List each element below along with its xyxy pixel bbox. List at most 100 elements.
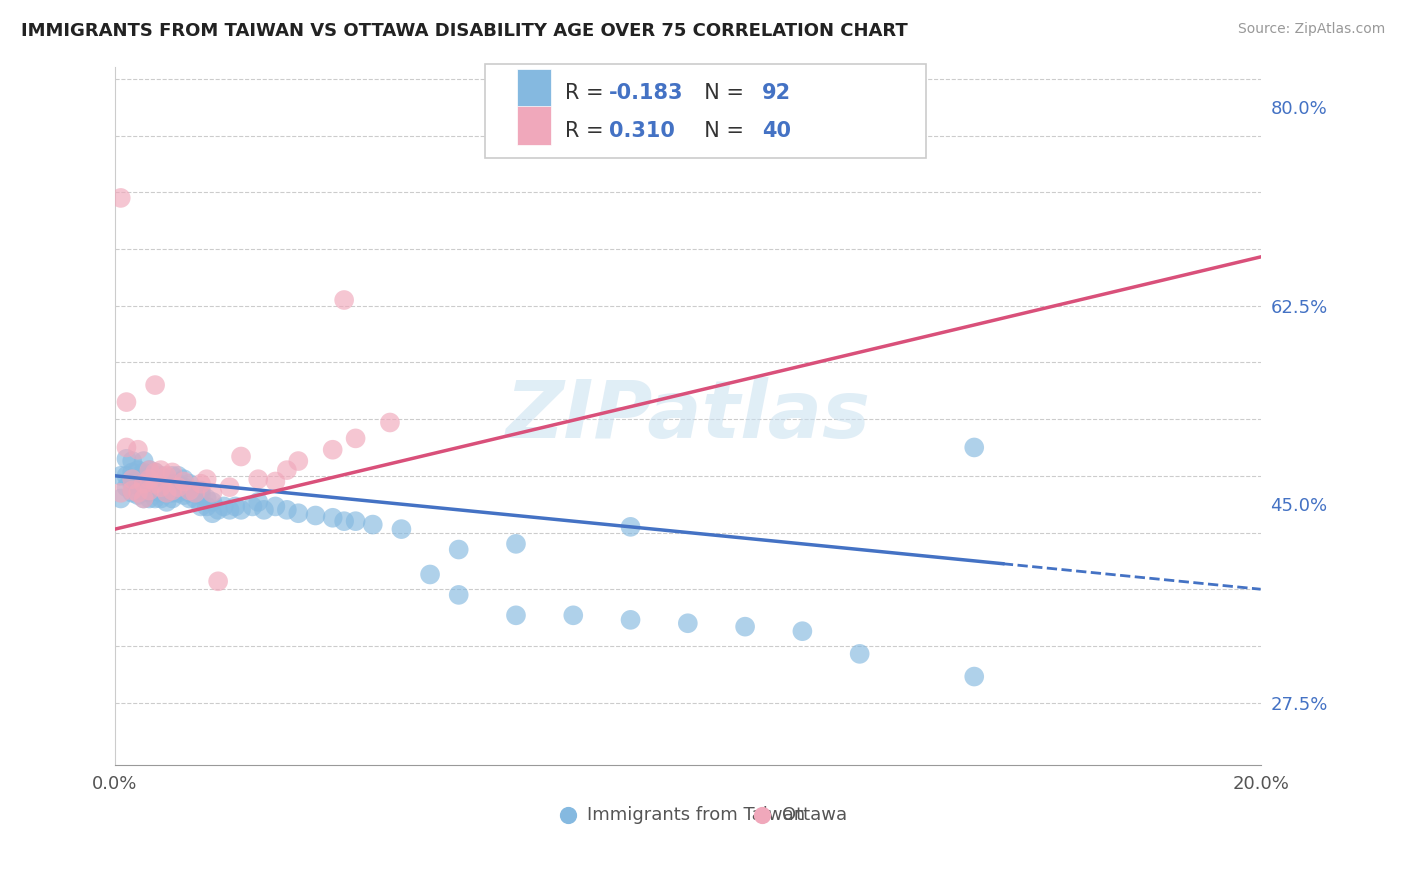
Point	[121, 472, 143, 486]
Point	[212, 500, 235, 514]
Point	[138, 483, 160, 498]
Point	[963, 669, 986, 683]
Point	[143, 476, 166, 491]
Point	[138, 476, 160, 491]
Point	[333, 293, 356, 307]
Point	[162, 468, 184, 483]
Point	[127, 483, 149, 498]
Point	[115, 441, 138, 455]
Point	[149, 491, 172, 506]
Point	[218, 503, 240, 517]
Point	[110, 191, 132, 205]
Point	[734, 620, 756, 634]
Point	[179, 491, 201, 506]
Point	[167, 480, 190, 494]
Text: N =: N =	[692, 84, 751, 103]
Point	[121, 466, 143, 480]
Point	[155, 476, 177, 491]
Point	[167, 476, 190, 491]
Point	[149, 463, 172, 477]
FancyBboxPatch shape	[517, 106, 551, 145]
Point	[155, 468, 177, 483]
Point	[115, 468, 138, 483]
Text: 40: 40	[762, 121, 792, 141]
Point	[276, 463, 298, 477]
Point	[195, 472, 218, 486]
Point	[619, 520, 641, 534]
Point	[149, 480, 172, 494]
Point	[138, 468, 160, 483]
Point	[149, 475, 172, 489]
Point	[201, 485, 224, 500]
Point	[138, 463, 160, 477]
Point	[173, 472, 195, 486]
Point	[155, 472, 177, 486]
Point	[110, 468, 132, 483]
Point	[201, 495, 224, 509]
Point	[190, 488, 212, 502]
Point	[361, 517, 384, 532]
Point	[121, 454, 143, 468]
Point	[155, 495, 177, 509]
Point	[419, 567, 441, 582]
Point	[195, 500, 218, 514]
Point	[155, 485, 177, 500]
Point	[162, 491, 184, 506]
Point	[115, 395, 138, 409]
Point	[121, 485, 143, 500]
Point	[138, 472, 160, 486]
Point	[110, 485, 132, 500]
Point	[447, 542, 470, 557]
Point	[127, 485, 149, 500]
Point	[155, 485, 177, 500]
Point	[179, 483, 201, 498]
Point	[287, 506, 309, 520]
Point	[505, 537, 527, 551]
Point	[179, 485, 201, 500]
Point	[132, 454, 155, 468]
Point	[619, 613, 641, 627]
Point	[195, 491, 218, 506]
Point	[173, 488, 195, 502]
Text: Ottawa: Ottawa	[782, 806, 846, 824]
Point	[167, 485, 190, 500]
Point	[184, 485, 207, 500]
Point	[264, 475, 287, 489]
Point	[132, 491, 155, 506]
Point	[190, 476, 212, 491]
Point	[344, 431, 367, 445]
Point	[132, 472, 155, 486]
Point	[162, 476, 184, 491]
Text: Source: ZipAtlas.com: Source: ZipAtlas.com	[1237, 22, 1385, 37]
Point	[143, 378, 166, 392]
Point	[247, 495, 270, 509]
Point	[447, 588, 470, 602]
Point	[848, 647, 870, 661]
Point	[792, 624, 814, 639]
Point	[162, 483, 184, 498]
Point	[224, 500, 246, 514]
Point	[121, 476, 143, 491]
FancyBboxPatch shape	[517, 69, 551, 107]
Point	[162, 466, 184, 480]
Point	[562, 608, 585, 623]
Point	[253, 503, 276, 517]
Point	[229, 503, 252, 517]
Point	[207, 503, 229, 517]
Point	[121, 483, 143, 498]
Point	[149, 468, 172, 483]
Point	[173, 475, 195, 489]
Point	[173, 480, 195, 494]
Point	[138, 463, 160, 477]
Point	[162, 485, 184, 500]
Point	[143, 476, 166, 491]
FancyBboxPatch shape	[485, 64, 927, 158]
Point	[138, 475, 160, 489]
Point	[184, 483, 207, 498]
Text: IMMIGRANTS FROM TAIWAN VS OTTAWA DISABILITY AGE OVER 75 CORRELATION CHART: IMMIGRANTS FROM TAIWAN VS OTTAWA DISABIL…	[21, 22, 908, 40]
Point	[115, 480, 138, 494]
Point	[190, 483, 212, 498]
Point	[115, 451, 138, 466]
Point	[229, 450, 252, 464]
Point	[264, 500, 287, 514]
